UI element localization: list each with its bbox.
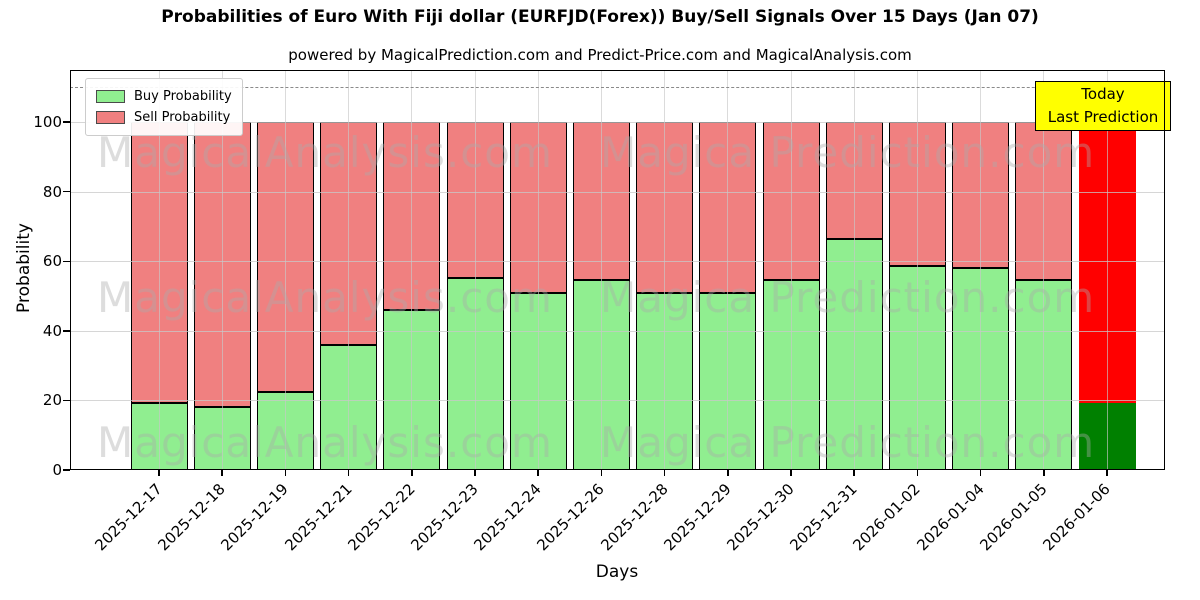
x-tick-label: 2026-01-04 [912,480,988,555]
y-tick-mark [63,260,70,263]
horizontal-gridline [70,191,1165,193]
y-tick-mark [63,121,70,123]
x-tick-label: 2025-12-17 [91,480,166,555]
vertical-gridline [980,70,982,470]
x-axis-label: Days [595,562,639,582]
horizontal-gridline [70,122,1165,124]
x-tick-mark [411,470,413,476]
x-tick-mark [284,470,287,476]
legend-buy-label: Buy Probability [134,89,232,104]
chart-subtitle: powered by MagicalPrediction.com and Pre… [288,46,912,64]
vertical-gridline [537,70,539,470]
x-tick-label: 2025-12-31 [786,480,861,555]
legend-buy-swatch [96,90,125,103]
dashed-threshold-line [70,87,1165,89]
legend-entry-sell: Sell Probability [96,107,232,128]
horizontal-gridline [70,261,1165,263]
vertical-gridline [1106,70,1108,470]
x-tick-label: 2025-12-22 [344,480,419,555]
watermark-text: MagicalAnalysis.com [97,418,553,467]
x-tick-mark [537,470,539,476]
vertical-gridline [221,70,223,470]
x-tick-label: 2025-12-29 [660,480,735,555]
x-tick-label: 2025-12-28 [596,480,672,555]
x-tick-label: 2026-01-05 [976,480,1051,555]
vertical-gridline [474,70,476,470]
x-tick-mark [1043,470,1045,476]
x-tick-mark [727,470,729,476]
legend-sell-swatch [96,111,125,124]
y-tick-mark [63,190,70,193]
watermark-text: Magica Prediction.com [600,273,1096,322]
horizontal-gridline [70,330,1165,332]
x-tick-label: 2025-12-23 [407,480,482,555]
vertical-gridline [600,70,602,470]
x-tick-mark [790,470,792,476]
y-tick-label: 20 [42,391,62,410]
x-tick-mark [347,470,350,476]
legend: Buy Probability Sell Probability [85,78,243,136]
today-annotation-line2: Last Prediction [1047,107,1159,126]
vertical-gridline [158,70,160,470]
watermark-text: MagicalAnalysis.com [97,273,553,322]
x-tick-mark [853,470,855,476]
vertical-gridline [1043,70,1045,470]
vertical-gridline [348,70,350,470]
vertical-gridline [790,70,792,470]
x-tick-label: 2025-12-26 [533,480,609,555]
chart-title: Probabilities of Euro With Fiji dollar (… [161,7,1039,27]
y-tick-label: 0 [52,461,62,479]
y-tick-label: 100 [33,113,62,132]
x-tick-mark [1106,470,1108,476]
watermark-text: Magica Prediction.com [600,418,1096,467]
vertical-gridline [916,70,918,470]
x-tick-label: 2026-01-02 [849,480,925,555]
y-tick-label: 40 [42,321,62,340]
today-annotation-line1: Today [1081,85,1125,103]
x-tick-label: 2025-12-30 [723,480,798,555]
x-tick-label: 2026-01-06 [1039,480,1114,555]
y-tick-label: 60 [42,252,62,271]
plot-area: MagicalAnalysis.com Magica Prediction.com… [70,70,1171,470]
vertical-gridline [853,70,855,470]
x-tick-label: 2025-12-24 [470,480,545,555]
x-tick-mark [600,470,603,476]
x-tick-label: 2025-12-19 [217,480,293,555]
today-annotation: Today Last Prediction [1035,81,1171,131]
x-tick-mark [663,470,666,476]
y-tick-mark [63,399,70,402]
x-tick-mark [979,470,982,476]
x-tick-mark [916,470,919,476]
legend-sell-label: Sell Probability [134,110,231,125]
horizontal-gridline [70,400,1165,402]
vertical-gridline [664,70,666,470]
x-tick-mark [221,470,223,476]
vertical-gridline [411,70,413,470]
x-tick-mark [474,470,476,476]
watermark-text: Magica Prediction.com [600,128,1096,177]
y-tick-mark [63,469,70,471]
vertical-gridline [284,70,286,470]
x-tick-label: 2025-12-21 [280,480,356,555]
x-tick-label: 2025-12-18 [154,480,229,555]
x-tick-mark [158,470,160,476]
watermark-text: MagicalAnalysis.com [97,128,553,177]
y-tick-mark [63,330,70,332]
legend-entry-buy: Buy Probability [96,86,232,107]
vertical-gridline [727,70,729,470]
y-tick-label: 80 [42,182,62,201]
